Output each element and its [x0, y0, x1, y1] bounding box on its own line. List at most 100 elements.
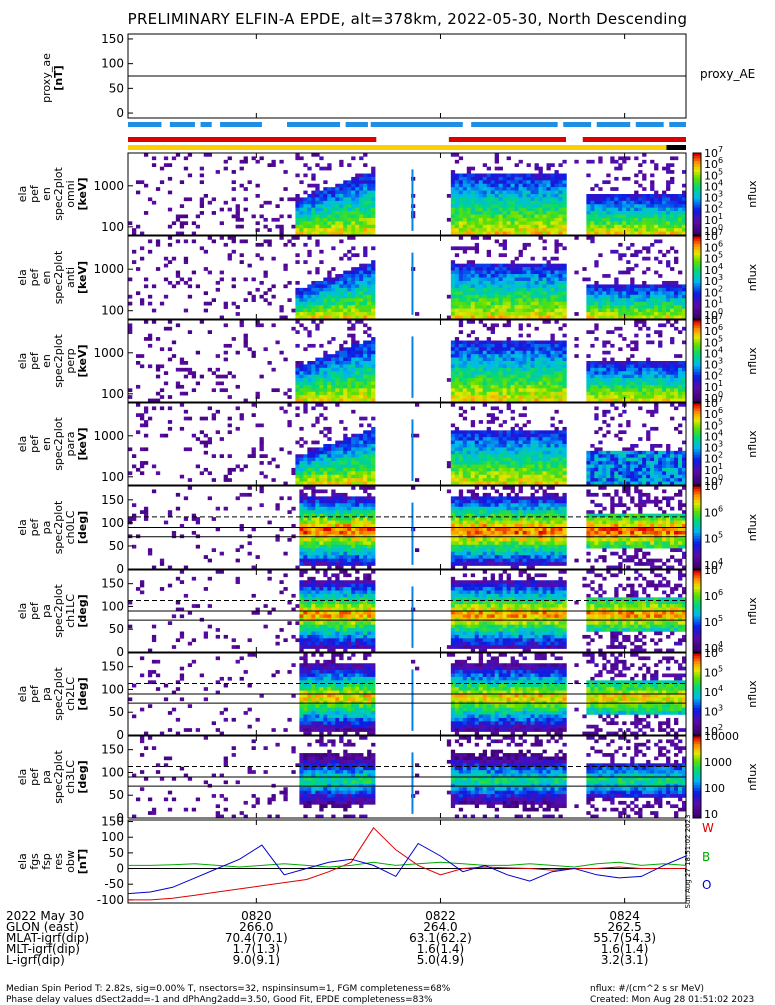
spectrogram-cell	[319, 298, 323, 302]
spectrogram-cell	[602, 215, 606, 219]
spectrogram-cell	[299, 298, 303, 302]
spectrogram-cell	[515, 257, 519, 261]
spectrogram-cell	[307, 451, 311, 455]
spectrogram-cell	[319, 403, 323, 407]
spectrogram-cell	[335, 215, 339, 219]
spectrogram-cell	[351, 475, 355, 479]
spectrogram-cell	[200, 197, 204, 201]
spectrogram-cell	[614, 309, 618, 313]
spectrogram-cell	[654, 395, 658, 399]
spectrogram-cell	[507, 215, 511, 219]
spectrogram-cell	[180, 221, 184, 225]
spectrogram-cell	[319, 260, 323, 264]
spectrogram-cell	[658, 368, 662, 372]
spectrogram-cell	[642, 208, 646, 212]
spectrogram-cell	[343, 225, 347, 229]
spectrogram-cell	[519, 434, 523, 438]
spectrogram-cell	[527, 163, 531, 167]
spectrogram-cell	[451, 461, 455, 465]
spectrogram-cell	[371, 204, 375, 208]
spectrogram-cell	[359, 180, 363, 184]
spectrogram-cell	[634, 312, 638, 316]
spectrogram-cell	[634, 156, 638, 160]
spectrogram-cell	[487, 174, 491, 178]
spectrogram-cell	[626, 358, 630, 362]
spectrogram-cell	[658, 375, 662, 379]
spectrogram-cell	[554, 344, 558, 348]
spectrogram-cell	[594, 375, 598, 379]
spectrogram-cell	[244, 208, 248, 212]
spectrogram-cell	[351, 267, 355, 271]
spectrogram-cell	[654, 284, 658, 288]
spectrogram-cell	[614, 295, 618, 299]
spectrogram-cell	[539, 201, 543, 205]
spectrogram-cell	[503, 225, 507, 229]
spectrogram-cell	[662, 194, 666, 198]
colorbar-segment	[693, 158, 701, 161]
spectrogram-cell	[503, 187, 507, 191]
spectrogram-cell	[543, 197, 547, 201]
spectrogram-cell	[271, 458, 275, 462]
spectrogram-cell	[315, 323, 319, 327]
spectrogram-cell	[626, 364, 630, 368]
spectrogram-cell	[459, 194, 463, 198]
spectrogram-cell	[347, 385, 351, 389]
spectrogram-cell	[347, 392, 351, 396]
spectrogram-cell	[550, 211, 554, 215]
spectrogram-cell	[598, 298, 602, 302]
spectrogram-cell	[331, 211, 335, 215]
spectrogram-cell	[519, 388, 523, 392]
spectrogram-cell	[196, 215, 200, 219]
spectrogram-cell	[539, 361, 543, 365]
spectrogram-cell	[650, 395, 654, 399]
spectrogram-cell	[479, 454, 483, 458]
spectrogram-cell	[479, 278, 483, 282]
spectrogram-cell	[315, 458, 319, 462]
spectrogram-cell	[303, 288, 307, 292]
spectrogram-cell	[531, 291, 535, 295]
spectrogram-cell	[299, 461, 303, 465]
spectrogram-cell	[463, 475, 467, 479]
spectrogram-cell	[291, 471, 295, 475]
spectrogram-cell	[503, 361, 507, 365]
spectrogram-cell	[351, 221, 355, 225]
spectrogram-cell	[347, 204, 351, 208]
spectrogram-cell	[527, 444, 531, 448]
spectrogram-cell	[654, 368, 658, 372]
spectrogram-cell	[307, 468, 311, 472]
spectrogram-cell	[674, 250, 678, 254]
spectrogram-cell	[359, 302, 363, 306]
spectrogram-cell	[495, 288, 499, 292]
spectrogram-cell	[491, 430, 495, 434]
spectrogram-cell	[602, 221, 606, 225]
spectrogram-cell	[343, 194, 347, 198]
spectrogram-cell	[319, 451, 323, 455]
spectrogram-cell	[499, 371, 503, 375]
spectrogram-cell	[642, 295, 646, 299]
spectrogram-cell	[539, 368, 543, 372]
spectrogram-cell	[232, 236, 236, 240]
spectrogram-cell	[359, 417, 363, 421]
spectrogram-cell	[598, 156, 602, 160]
spectrogram-cell	[240, 417, 244, 421]
spectrogram-cell	[475, 375, 479, 379]
spectrogram-cell	[674, 228, 678, 232]
colorbar-segment	[693, 167, 701, 170]
spectrogram-cell	[598, 187, 602, 191]
spectrogram-cell	[618, 347, 622, 351]
spectrogram-cell	[311, 153, 315, 157]
spectrogram-cell	[495, 153, 499, 157]
spectrogram-cell	[475, 302, 479, 306]
spectrogram-cell	[359, 371, 363, 375]
spectrogram-cell	[630, 368, 634, 372]
spectrogram-cell	[363, 191, 367, 195]
spectrogram-cell	[459, 447, 463, 451]
spectrogram-cell	[479, 194, 483, 198]
spectrogram-cell	[614, 291, 618, 295]
spectrogram-cell	[606, 194, 610, 198]
spectrogram-cell	[315, 197, 319, 201]
spectrogram-cell	[471, 312, 475, 316]
spectrogram-cell	[279, 197, 283, 201]
spectrogram-cell	[351, 385, 355, 389]
spectrogram-cell	[491, 323, 495, 327]
